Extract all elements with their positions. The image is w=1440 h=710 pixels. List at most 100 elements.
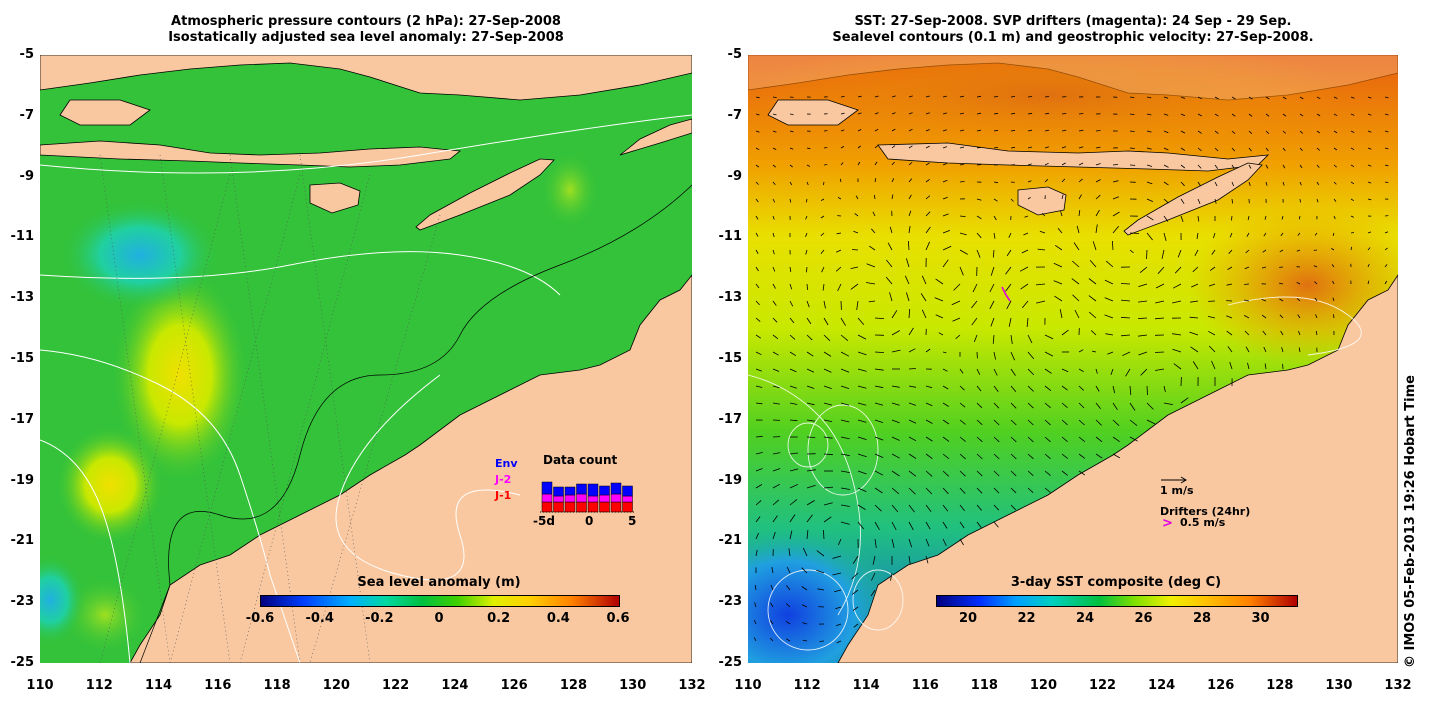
velocity-arrow [1180, 130, 1186, 134]
left-y-tick-label: -5 [19, 47, 34, 62]
velocity-arrow [806, 181, 809, 186]
velocity-arrow [1095, 419, 1102, 426]
velocity-arrow [925, 226, 931, 234]
velocity-arrow [908, 402, 917, 406]
velocity-arrow [925, 402, 933, 407]
left-y-tick-label: -13 [10, 290, 35, 306]
left-colorbar-tick: 0.6 [606, 611, 630, 626]
velocity-arrow [1078, 210, 1081, 217]
velocity-arrow [772, 232, 775, 238]
velocity-arrow [823, 502, 833, 506]
velocity-arrow [789, 351, 797, 357]
velocity-arrow [886, 259, 893, 268]
velocity-arrow [1367, 263, 1370, 268]
velocity-arrow [1146, 215, 1154, 221]
right-x-tick-label: 126 [1207, 678, 1235, 693]
velocity-arrow [1192, 266, 1199, 273]
velocity-arrow [1061, 402, 1068, 409]
velocity-arrow [874, 385, 884, 389]
velocity-arrow [857, 368, 867, 372]
velocity-arrow [1044, 453, 1051, 460]
velocity-arrow [868, 300, 876, 303]
velocity-arrow [1010, 453, 1017, 460]
velocity-scale-label: 1 m/s [1160, 484, 1194, 497]
velocity-arrow [1112, 180, 1119, 183]
velocity-arrow [857, 129, 862, 132]
velocity-arrow [755, 147, 760, 151]
velocity-arrow [1282, 130, 1287, 134]
velocity-arrow [1228, 249, 1233, 254]
velocity-arrow [1078, 385, 1084, 391]
velocity-arrow [1010, 470, 1017, 477]
left-x-tick-label: 114 [144, 678, 173, 693]
velocity-arrow [1299, 147, 1303, 151]
data-count-bar [553, 495, 564, 503]
velocity-arrow [820, 249, 825, 255]
velocity-arrow [1384, 164, 1389, 167]
velocity-arrow [1095, 368, 1098, 374]
velocity-arrow [993, 368, 998, 376]
velocity-arrow [857, 419, 867, 423]
velocity-arrow [806, 419, 815, 422]
velocity-arrow [1214, 130, 1219, 134]
sea-level-colorbar [260, 595, 620, 607]
velocity-arrow [1010, 351, 1015, 361]
velocity-arrow [908, 504, 915, 513]
velocity-arrow [959, 453, 966, 460]
velocity-arrow [891, 128, 896, 132]
velocity-arrow [755, 130, 760, 133]
velocity-arrow [1331, 248, 1335, 251]
data-count-bar [599, 494, 610, 503]
right-colorbar-tick: 28 [1192, 611, 1212, 626]
land-australia [837, 274, 1398, 663]
left-y-tick-label: -9 [19, 168, 34, 184]
velocity-arrow [823, 385, 832, 389]
velocity-arrow [1061, 436, 1068, 443]
velocity-arrow [908, 178, 913, 183]
velocity-arrow [942, 521, 948, 529]
velocity-arrow [857, 351, 867, 356]
velocity-arrow [1314, 232, 1318, 236]
velocity-arrow [1112, 385, 1116, 394]
velocity-arrow [1021, 249, 1029, 254]
velocity-arrow [1384, 181, 1389, 183]
velocity-arrow [850, 283, 859, 290]
velocity-arrow [1138, 300, 1148, 303]
velocity-arrow [989, 283, 995, 293]
velocity-arrow [1146, 232, 1153, 241]
velocity-arrow [908, 555, 911, 565]
velocity-arrow [772, 483, 780, 489]
sst-warm-east [1188, 205, 1398, 365]
velocity-arrow [1231, 164, 1235, 169]
velocity-arrow [801, 604, 808, 608]
velocity-arrow [755, 351, 762, 356]
velocity-arrow [976, 470, 983, 477]
velocity-arrow [1073, 242, 1080, 251]
left-x-tick-label: 116 [204, 678, 232, 693]
velocity-arrow [942, 259, 949, 268]
velocity-arrow [772, 283, 776, 289]
velocity-arrow [772, 266, 776, 272]
velocity-arrow [854, 213, 859, 217]
velocity-arrow [753, 619, 757, 625]
velocity-arrow [908, 538, 913, 548]
left-x-tick-label: 122 [382, 678, 410, 693]
velocity-arrow [1088, 311, 1097, 319]
velocity-arrow [959, 368, 964, 374]
velocity-arrow [993, 402, 1000, 409]
velocity-arrow [874, 453, 884, 458]
velocity-arrow [1061, 470, 1068, 476]
velocity-arrow [959, 470, 966, 477]
velocity-arrow [806, 529, 809, 540]
velocity-arrow [755, 317, 761, 322]
velocity-arrow [1010, 487, 1017, 494]
velocity-arrow [769, 620, 774, 625]
velocity-arrow [1088, 278, 1097, 285]
velocity-arrow [993, 504, 1000, 511]
velocity-arrow [925, 436, 933, 442]
left-y-tick-label: -15 [10, 351, 35, 366]
velocity-arrow [1078, 419, 1085, 426]
velocity-arrow [1146, 402, 1154, 410]
velocity-arrow [840, 334, 849, 342]
velocity-arrow [993, 232, 996, 239]
